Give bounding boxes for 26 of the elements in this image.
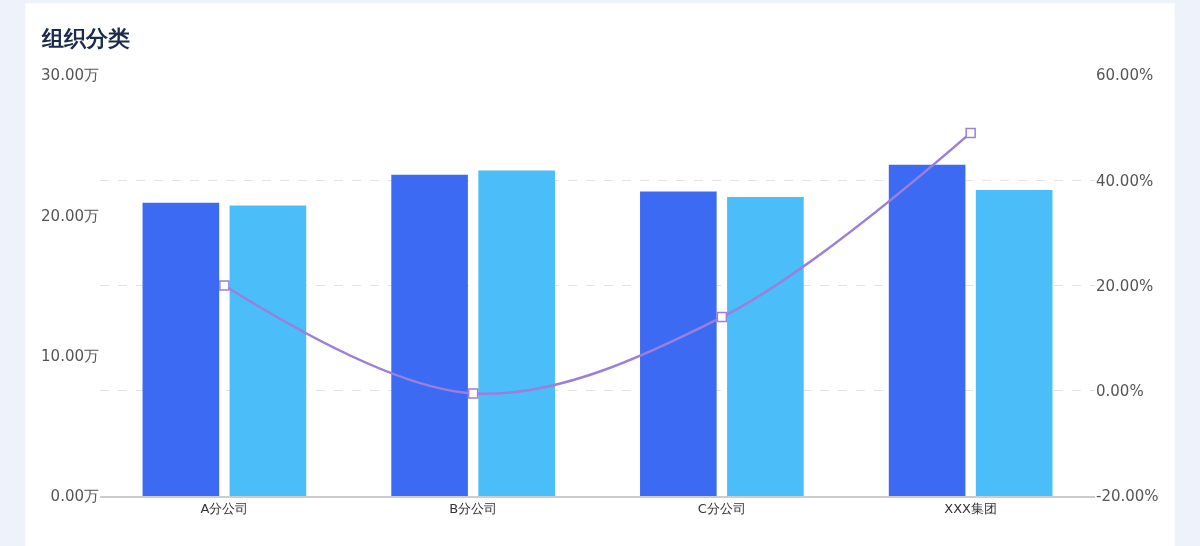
bar <box>229 205 307 496</box>
y2-tick-label: 40.00% <box>1096 171 1154 190</box>
y2-tick-label: -20.00% <box>1096 487 1159 506</box>
point <box>219 280 230 291</box>
bar <box>975 190 1053 496</box>
y-tick-label: 0.00万 <box>50 487 99 506</box>
point <box>965 127 976 139</box>
bar <box>142 202 220 496</box>
y-tick-label: 10.00万 <box>41 346 99 365</box>
chart-title: 组织分类 <box>41 25 130 51</box>
bar <box>640 191 717 496</box>
y-tick-label: 20.00万 <box>41 206 99 225</box>
bar <box>391 174 468 496</box>
y-tick-label: 30.00万 <box>41 66 99 85</box>
point <box>467 388 479 399</box>
x-tick-label: XXX集团 <box>944 501 997 517</box>
y2-tick-label: 20.00% <box>1096 276 1154 295</box>
bar <box>727 197 804 496</box>
x-tick-label: C分公司 <box>697 501 746 517</box>
point <box>716 311 728 323</box>
bar <box>888 164 966 496</box>
y2-tick-label: 0.00% <box>1096 382 1144 400</box>
y2-tick-label: 60.00% <box>1096 66 1154 85</box>
bar <box>478 170 555 496</box>
x-tick-label: A分公司 <box>200 501 249 517</box>
x-tick-label: B分公司 <box>449 501 498 517</box>
